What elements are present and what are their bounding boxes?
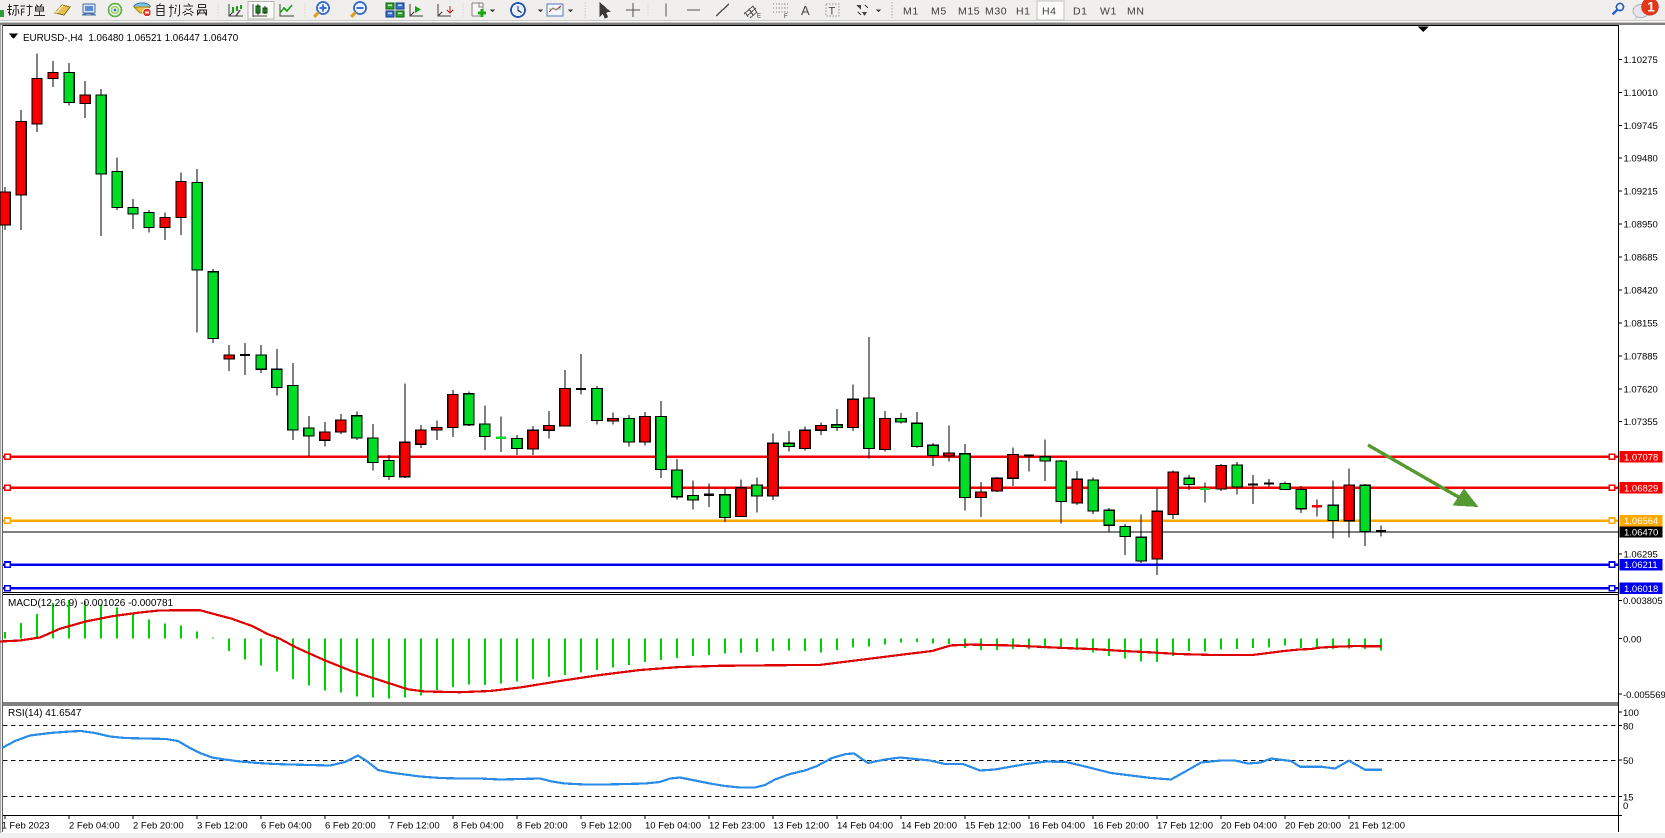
svg-text:1.06564: 1.06564 [1624,516,1658,527]
svg-text:9 Feb 12:00: 9 Feb 12:00 [581,821,632,832]
svg-text:7 Feb 12:00: 7 Feb 12:00 [389,821,440,832]
svg-text:6 Feb 04:00: 6 Feb 04:00 [261,821,312,832]
svg-text:-0.005569: -0.005569 [1623,690,1665,701]
svg-text:M5: M5 [931,6,947,18]
svg-text:1.06295: 1.06295 [1624,550,1658,561]
svg-text:14 Feb 20:00: 14 Feb 20:00 [901,821,957,832]
svg-text:10 Feb 04:00: 10 Feb 04:00 [645,821,701,832]
svg-text:15: 15 [1623,792,1634,803]
svg-text:MN: MN [1127,6,1145,18]
svg-text:D1: D1 [1073,6,1088,18]
svg-text:16 Feb 20:00: 16 Feb 20:00 [1093,821,1149,832]
svg-text:1.06211: 1.06211 [1624,560,1658,571]
svg-text:1.07355: 1.07355 [1624,417,1658,428]
svg-text:M15: M15 [958,6,980,18]
svg-text:0.003805: 0.003805 [1623,596,1663,607]
svg-text:0: 0 [1623,801,1628,812]
svg-text:1.06018: 1.06018 [1624,584,1658,595]
svg-text:50: 50 [1623,756,1634,767]
svg-text:1.08155: 1.08155 [1624,318,1658,329]
svg-text:T: T [829,6,836,18]
svg-text:14 Feb 04:00: 14 Feb 04:00 [837,821,893,832]
svg-text:1.07620: 1.07620 [1624,384,1658,395]
svg-text:M30: M30 [985,6,1007,18]
svg-text:3 Feb 12:00: 3 Feb 12:00 [197,821,248,832]
svg-text:1.09745: 1.09745 [1624,121,1658,132]
svg-text:1.10010: 1.10010 [1624,88,1658,99]
svg-text:1.09215: 1.09215 [1624,187,1658,198]
svg-text:20 Feb 04:00: 20 Feb 04:00 [1221,821,1277,832]
svg-text:E: E [757,14,761,20]
svg-text:EURUSD-,H4 1.06480 1.06521 1.: EURUSD-,H4 1.06480 1.06521 1.06447 1.064… [23,33,239,44]
svg-text:2 Feb 20:00: 2 Feb 20:00 [133,821,184,832]
svg-text:80: 80 [1623,722,1634,733]
svg-text:1.10275: 1.10275 [1624,55,1658,66]
svg-text:16 Feb 04:00: 16 Feb 04:00 [1029,821,1085,832]
svg-text:17 Feb 12:00: 17 Feb 12:00 [1157,821,1213,832]
svg-text:12 Feb 23:00: 12 Feb 23:00 [709,821,765,832]
svg-text:1.08950: 1.08950 [1624,220,1658,231]
svg-text:MACD(12,26,9) -0.001026 -0.000: MACD(12,26,9) -0.001026 -0.000781 [8,598,174,609]
svg-text:1.07885: 1.07885 [1624,351,1658,362]
svg-text:1.06829: 1.06829 [1624,483,1658,494]
svg-text:1.06470: 1.06470 [1624,528,1658,539]
svg-text:H1: H1 [1016,6,1031,18]
svg-text:21 Feb 12:00: 21 Feb 12:00 [1349,821,1405,832]
svg-text:1 Feb 2023: 1 Feb 2023 [2,821,50,832]
svg-text:H4: H4 [1042,6,1057,18]
svg-text:8 Feb 04:00: 8 Feb 04:00 [453,821,504,832]
svg-text:1.08420: 1.08420 [1624,285,1658,296]
svg-text:20 Feb 20:00: 20 Feb 20:00 [1285,821,1341,832]
svg-text:15 Feb 12:00: 15 Feb 12:00 [965,821,1021,832]
svg-text:2 Feb 04:00: 2 Feb 04:00 [69,821,120,832]
svg-text:M1: M1 [903,6,919,18]
svg-text:RSI(14) 41.6547: RSI(14) 41.6547 [8,708,82,719]
svg-text:13 Feb 12:00: 13 Feb 12:00 [773,821,829,832]
svg-text:1.09480: 1.09480 [1624,154,1658,165]
svg-text:0.00: 0.00 [1623,635,1642,646]
svg-text:6 Feb 20:00: 6 Feb 20:00 [325,821,376,832]
svg-text:1: 1 [1647,0,1655,15]
svg-text:8 Feb 20:00: 8 Feb 20:00 [517,821,568,832]
svg-text:A: A [801,3,810,18]
svg-text:100: 100 [1623,708,1639,719]
svg-text:1.07078: 1.07078 [1624,452,1658,463]
svg-text:1.08685: 1.08685 [1624,253,1658,264]
svg-text:W1: W1 [1100,6,1117,18]
svg-text:F: F [784,14,788,20]
